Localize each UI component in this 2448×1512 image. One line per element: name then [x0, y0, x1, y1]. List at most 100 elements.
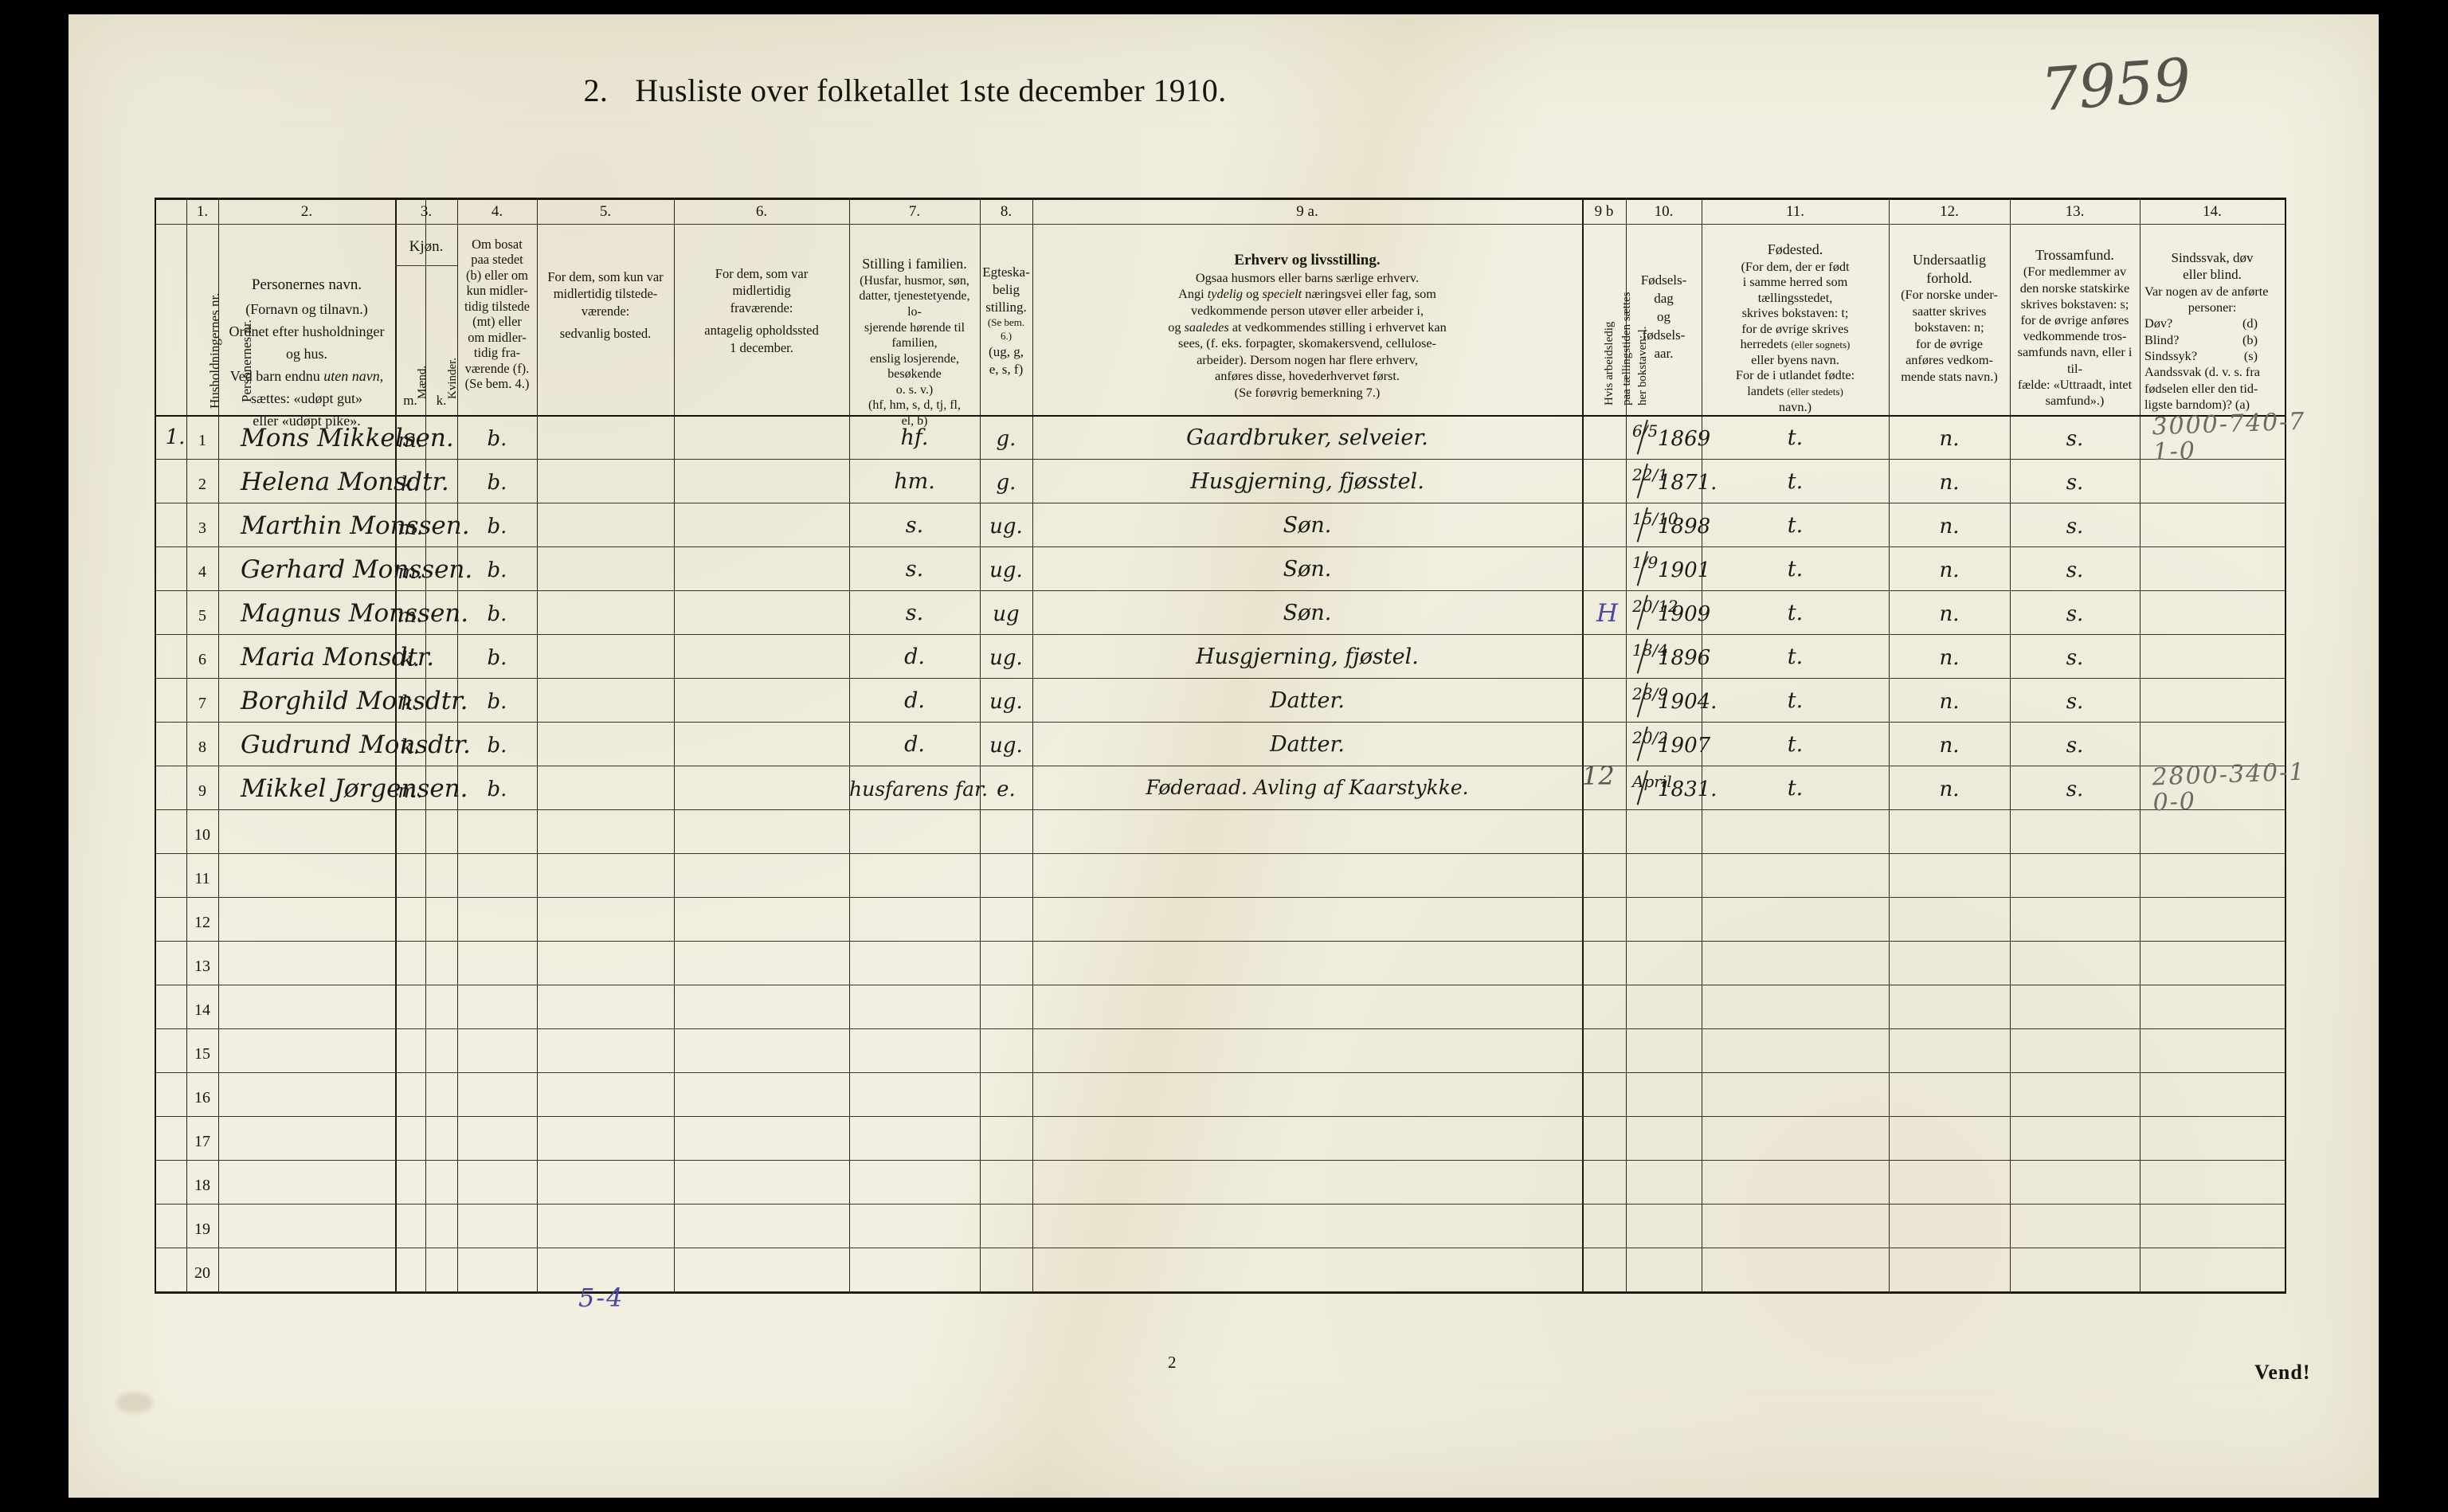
religion[interactable]: s. [2066, 515, 2084, 539]
birth-year[interactable]: 1907 [1658, 734, 1711, 758]
marital-status[interactable]: ug. [989, 515, 1023, 539]
religion[interactable]: s. [2066, 646, 2084, 670]
birthplace[interactable]: t. [1787, 469, 1804, 494]
birth-year[interactable]: 1904. [1658, 690, 1718, 714]
marital-status[interactable]: ug. [989, 734, 1023, 758]
birth-day[interactable]: 20/2 [1632, 728, 1668, 747]
birth-year[interactable]: 1898 [1658, 515, 1711, 539]
birth-day[interactable]: 15/10 [1632, 509, 1678, 528]
marital-status[interactable]: g. [996, 471, 1016, 495]
birthplace[interactable]: t. [1787, 688, 1804, 713]
occupation[interactable]: Føderaad. Avling af Kaarstykke. [1146, 776, 1469, 799]
citizenship[interactable]: n. [1939, 427, 1960, 451]
religion[interactable]: s. [2066, 471, 2084, 495]
occupation[interactable]: Søn. [1283, 513, 1332, 538]
birth-day[interactable]: April [1632, 772, 1672, 791]
person-name[interactable]: Gudrund Monsdtr. [241, 731, 471, 759]
citizenship[interactable]: n. [1939, 734, 1960, 758]
sex-male[interactable]: m. [398, 779, 423, 802]
occupation[interactable]: Datter. [1270, 732, 1345, 757]
person-name[interactable]: Maria Monsdtr. [241, 643, 435, 672]
occupation[interactable]: Søn. [1283, 557, 1332, 582]
person-name[interactable]: Mons Mikkelsen. [241, 424, 454, 452]
sex-female[interactable]: k. [401, 691, 420, 715]
family-position[interactable]: s. [905, 513, 924, 538]
occupation[interactable]: Gaardbruker, selveier. [1186, 425, 1428, 450]
residence-status[interactable]: b. [487, 646, 507, 670]
birthplace[interactable]: t. [1787, 644, 1804, 669]
birthdate-column-header: Fødsels-dag og fødsels-aar. [1640, 272, 1687, 361]
marital-status[interactable]: e. [997, 778, 1016, 801]
religion[interactable]: s. [2066, 558, 2084, 582]
sex-female[interactable]: k. [401, 472, 420, 496]
marital-status[interactable]: g. [996, 427, 1016, 451]
family-position[interactable]: d. [904, 732, 925, 757]
person-name[interactable]: Borghild Monsdtr. [241, 687, 468, 715]
citizenship[interactable]: n. [1939, 471, 1960, 495]
jobless-mark[interactable]: H [1596, 599, 1619, 628]
sex-female[interactable]: k. [401, 648, 420, 671]
birth-day[interactable]: 28/9 [1632, 684, 1668, 703]
family-position[interactable]: husfarens far. [849, 778, 989, 801]
birth-year[interactable]: 1909 [1658, 602, 1711, 626]
residence-status[interactable]: b. [487, 778, 507, 801]
birth-day[interactable]: 18/4 [1632, 640, 1668, 660]
marital-status[interactable]: ug. [989, 558, 1023, 582]
family-position[interactable]: s. [905, 601, 924, 625]
residence-status[interactable]: b. [487, 690, 507, 714]
family-position[interactable]: d. [904, 688, 925, 713]
birth-year[interactable]: 1901 [1658, 558, 1711, 582]
household-number[interactable]: 1. [165, 425, 186, 449]
person-name[interactable]: Magnus Monssen. [241, 599, 469, 628]
family-position[interactable]: hm. [894, 469, 935, 494]
sex-female[interactable]: k. [401, 735, 420, 758]
religion[interactable]: s. [2066, 602, 2084, 626]
birth-year[interactable]: 1869 [1658, 427, 1711, 451]
religion[interactable]: s. [2066, 690, 2084, 714]
birthplace[interactable]: t. [1787, 425, 1804, 450]
citizenship[interactable]: n. [1939, 778, 1960, 801]
family-position[interactable]: s. [905, 557, 924, 582]
religion[interactable]: s. [2066, 734, 2084, 758]
family-position[interactable]: d. [904, 644, 925, 669]
marital-status[interactable]: ug. [989, 690, 1023, 714]
occupation[interactable]: Husgjerning, fjøstel. [1196, 644, 1419, 669]
occupation[interactable]: Husgjerning, fjøsstel. [1190, 469, 1424, 494]
occupation[interactable]: Søn. [1283, 601, 1332, 625]
citizenship[interactable]: n. [1939, 515, 1960, 539]
birth-year[interactable]: 1831. [1658, 778, 1718, 801]
birth-year[interactable]: 1896 [1658, 646, 1711, 670]
birthplace[interactable]: t. [1787, 776, 1804, 801]
residence-status[interactable]: b. [487, 427, 507, 451]
religion[interactable]: s. [2066, 427, 2084, 451]
sex-male[interactable]: m. [398, 604, 423, 627]
residence-status[interactable]: b. [487, 471, 507, 495]
birth-day[interactable]: 22/1 [1632, 465, 1668, 484]
birth-day[interactable]: 20/12 [1632, 597, 1678, 616]
birth-year[interactable]: 1871. [1658, 471, 1718, 495]
citizenship[interactable]: n. [1939, 690, 1960, 714]
residence-status[interactable]: b. [487, 515, 507, 539]
person-name[interactable]: Helena Monsdtr. [241, 468, 449, 496]
sex-male[interactable]: m. [398, 516, 423, 539]
religion[interactable]: s. [2066, 778, 2084, 801]
person-name[interactable]: Gerhard Monssen. [241, 555, 473, 584]
birthplace[interactable]: t. [1787, 513, 1804, 538]
birthplace[interactable]: t. [1787, 557, 1804, 582]
citizenship[interactable]: n. [1939, 646, 1960, 670]
residence-status[interactable]: b. [487, 558, 507, 582]
family-position[interactable]: hf. [900, 425, 929, 450]
person-name[interactable]: Marthin Monssen. [241, 511, 470, 540]
sex-male[interactable]: m. [398, 429, 423, 452]
citizenship[interactable]: n. [1939, 602, 1960, 626]
person-name[interactable]: Mikkel Jørgensen. [241, 774, 468, 803]
citizenship[interactable]: n. [1939, 558, 1960, 582]
marital-status[interactable]: ug. [989, 646, 1023, 670]
occupation[interactable]: Datter. [1270, 688, 1345, 713]
sex-male[interactable]: m. [398, 560, 423, 583]
residence-status[interactable]: b. [487, 734, 507, 758]
birthplace[interactable]: t. [1787, 601, 1804, 625]
residence-status[interactable]: b. [487, 602, 507, 626]
birthplace[interactable]: t. [1787, 732, 1804, 757]
marital-status[interactable]: ug [993, 602, 1020, 626]
